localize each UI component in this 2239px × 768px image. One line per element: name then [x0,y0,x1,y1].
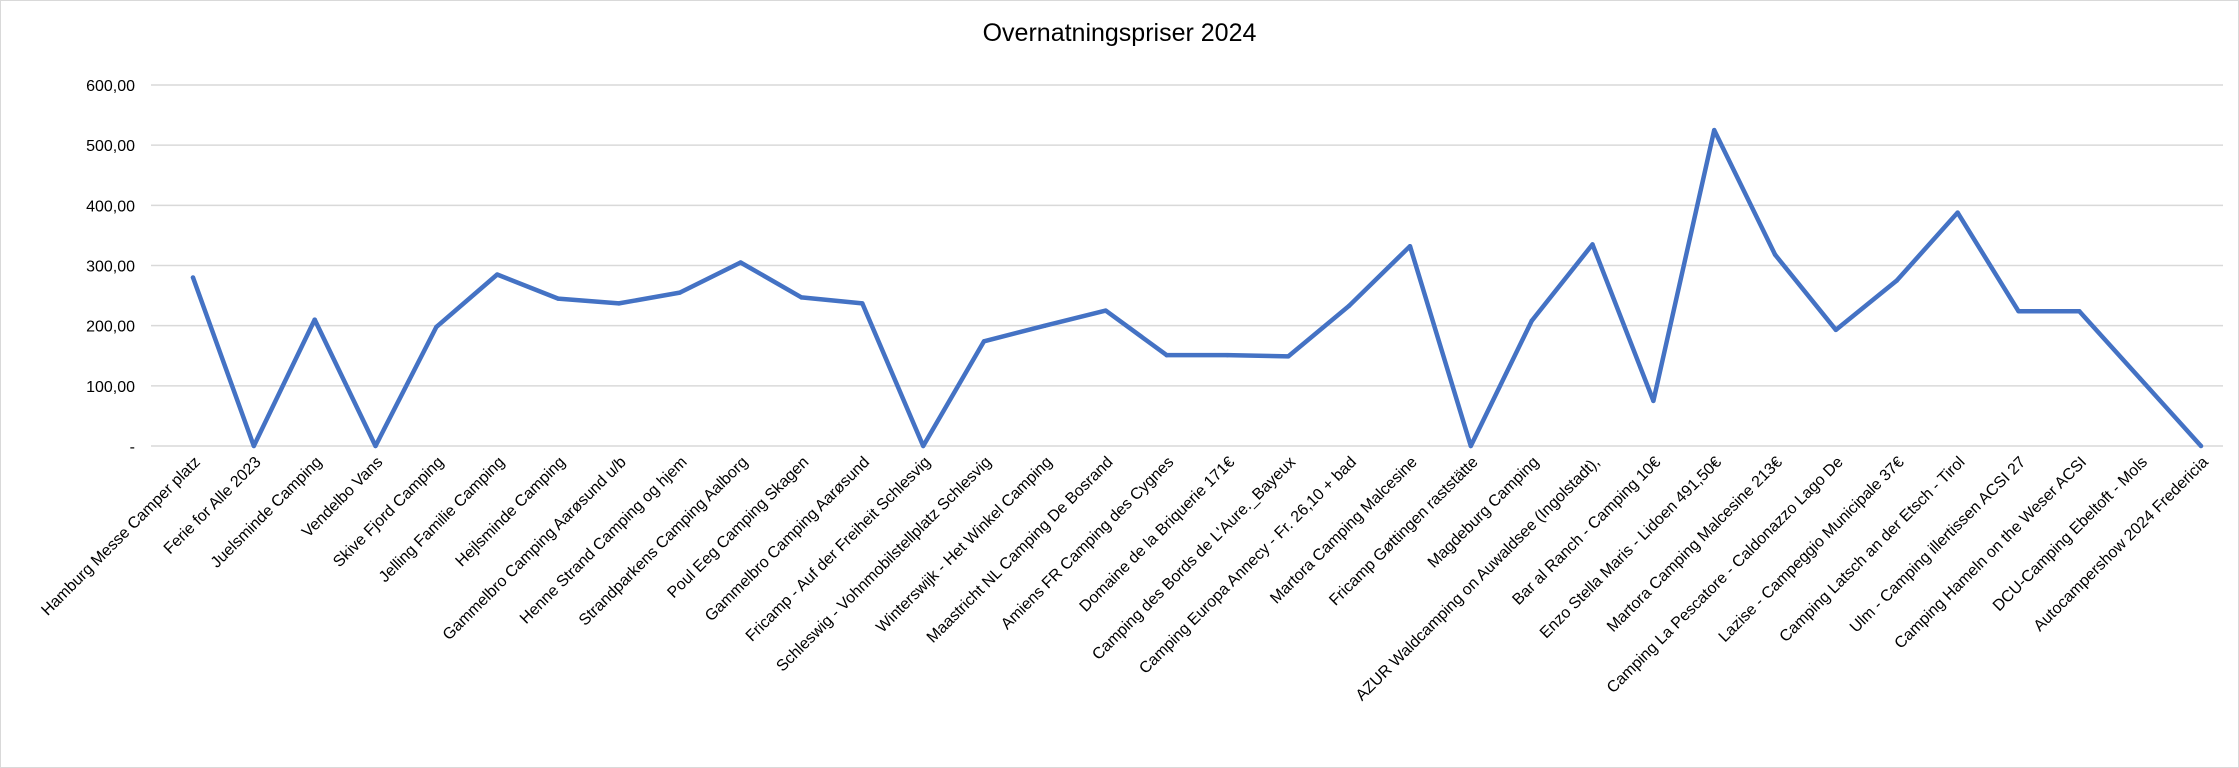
data-point [2198,443,2204,449]
y-axis-tick-labels: - 100,00 200,00 300,00 400,00 500,00 600,00 [86,78,135,456]
data-point [1772,252,1778,257]
x-tick-label: Magdeburg Camping [1425,454,1543,572]
y-tick-label: 400,00 [86,198,135,215]
x-tick-label: Camping La Pescatore - Caldonazzo Lago D… [1604,454,1847,697]
data-point [190,275,196,280]
data-point [799,295,804,300]
series-line-layer [190,127,2204,449]
data-point [920,443,926,449]
y-tick-label: 500,00 [86,138,135,155]
data-point [677,290,682,295]
y-tick-label: - [130,439,135,456]
y-tick-label: 300,00 [86,259,135,276]
y-tick-label: 100,00 [86,379,135,396]
data-point [1529,318,1534,324]
data-point [1042,323,1048,328]
data-point [1712,127,1717,133]
data-point [2137,376,2143,381]
y-tick-label: 600,00 [86,78,135,95]
gridlines [151,84,2223,447]
data-point [1286,354,1291,359]
x-tick-label: Juelsminde Camping [208,454,326,572]
data-point [312,317,317,322]
x-tick-label: Camping Europa Annecy - Fr. 26,10 + bad [1136,454,1360,678]
x-tick-label: Schleswig - Vohnmobilstellplatz Schlesvi… [773,454,994,675]
data-point [2016,309,2021,314]
data-point [1651,398,1656,404]
x-tick-label: Hejlsminde Camping [453,454,569,570]
data-point [1225,352,1230,358]
data-point [1103,308,1108,313]
data-point [981,339,987,344]
data-point [373,443,378,449]
data-point [1164,352,1169,358]
data-point [1407,244,1413,249]
data-point [1590,242,1595,247]
data-point [1833,327,1839,333]
data-point [434,324,439,330]
data-point [616,301,622,306]
y-tick-label: 200,00 [86,319,135,336]
data-point [860,301,865,306]
data-point [1468,443,1474,449]
series-line [190,127,2204,449]
chart-title: Overnatningspriser 2024 [982,19,1257,47]
data-point [1346,303,1352,309]
data-point [1894,278,1899,283]
data-point [2077,309,2082,314]
data-point [1955,210,1960,215]
data-point [495,272,500,277]
data-point [738,260,743,265]
x-tick-label: Skive Fjord Camping [330,454,447,571]
data-point [555,296,561,301]
data-point [251,443,257,449]
x-tick-label: Jelling Familie Camping [376,454,508,586]
